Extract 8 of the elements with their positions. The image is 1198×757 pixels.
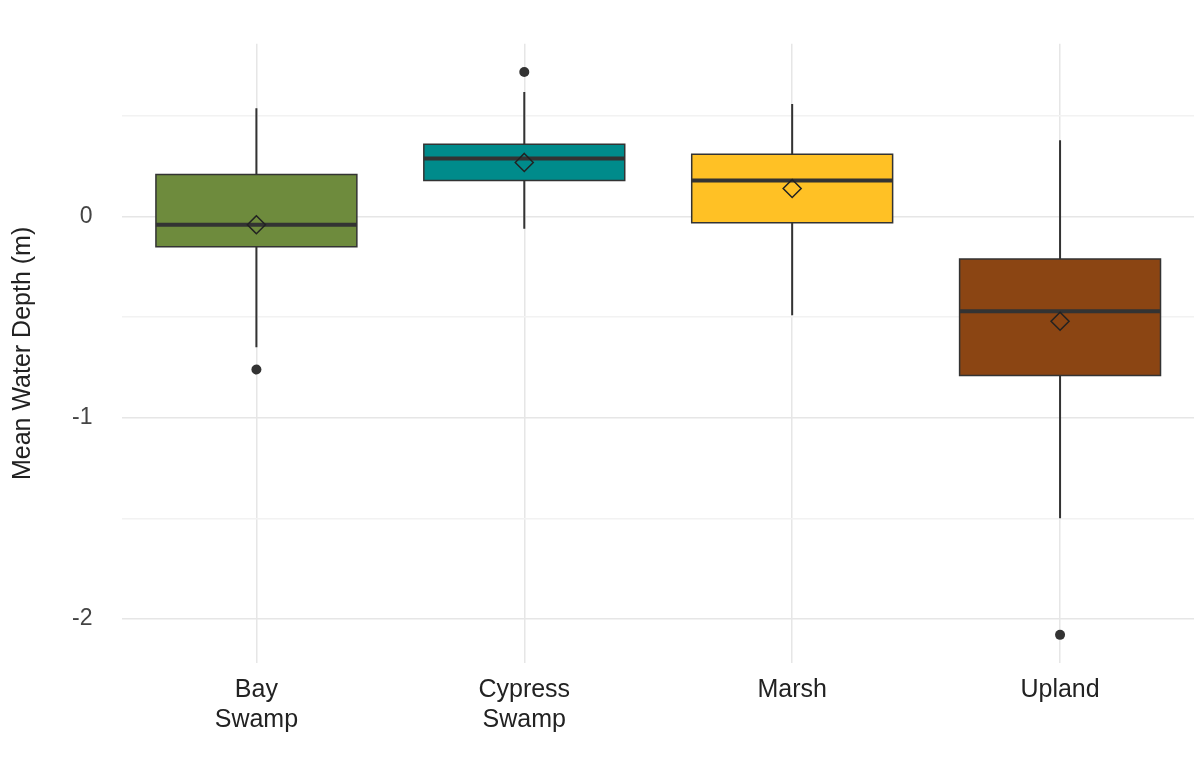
x-tick-label: Bay Swamp — [214, 673, 299, 732]
y-tick-label: 0 — [79, 202, 93, 229]
x-tick-label: Marsh — [757, 673, 827, 702]
y-axis-title: Mean Water Depth (m) — [6, 226, 35, 481]
x-tick-label: Cypress Swamp — [478, 673, 571, 732]
y-tick-label: -2 — [72, 604, 93, 631]
x-tick-label: Upland — [1020, 673, 1100, 702]
y-tick-label: -1 — [72, 403, 93, 430]
